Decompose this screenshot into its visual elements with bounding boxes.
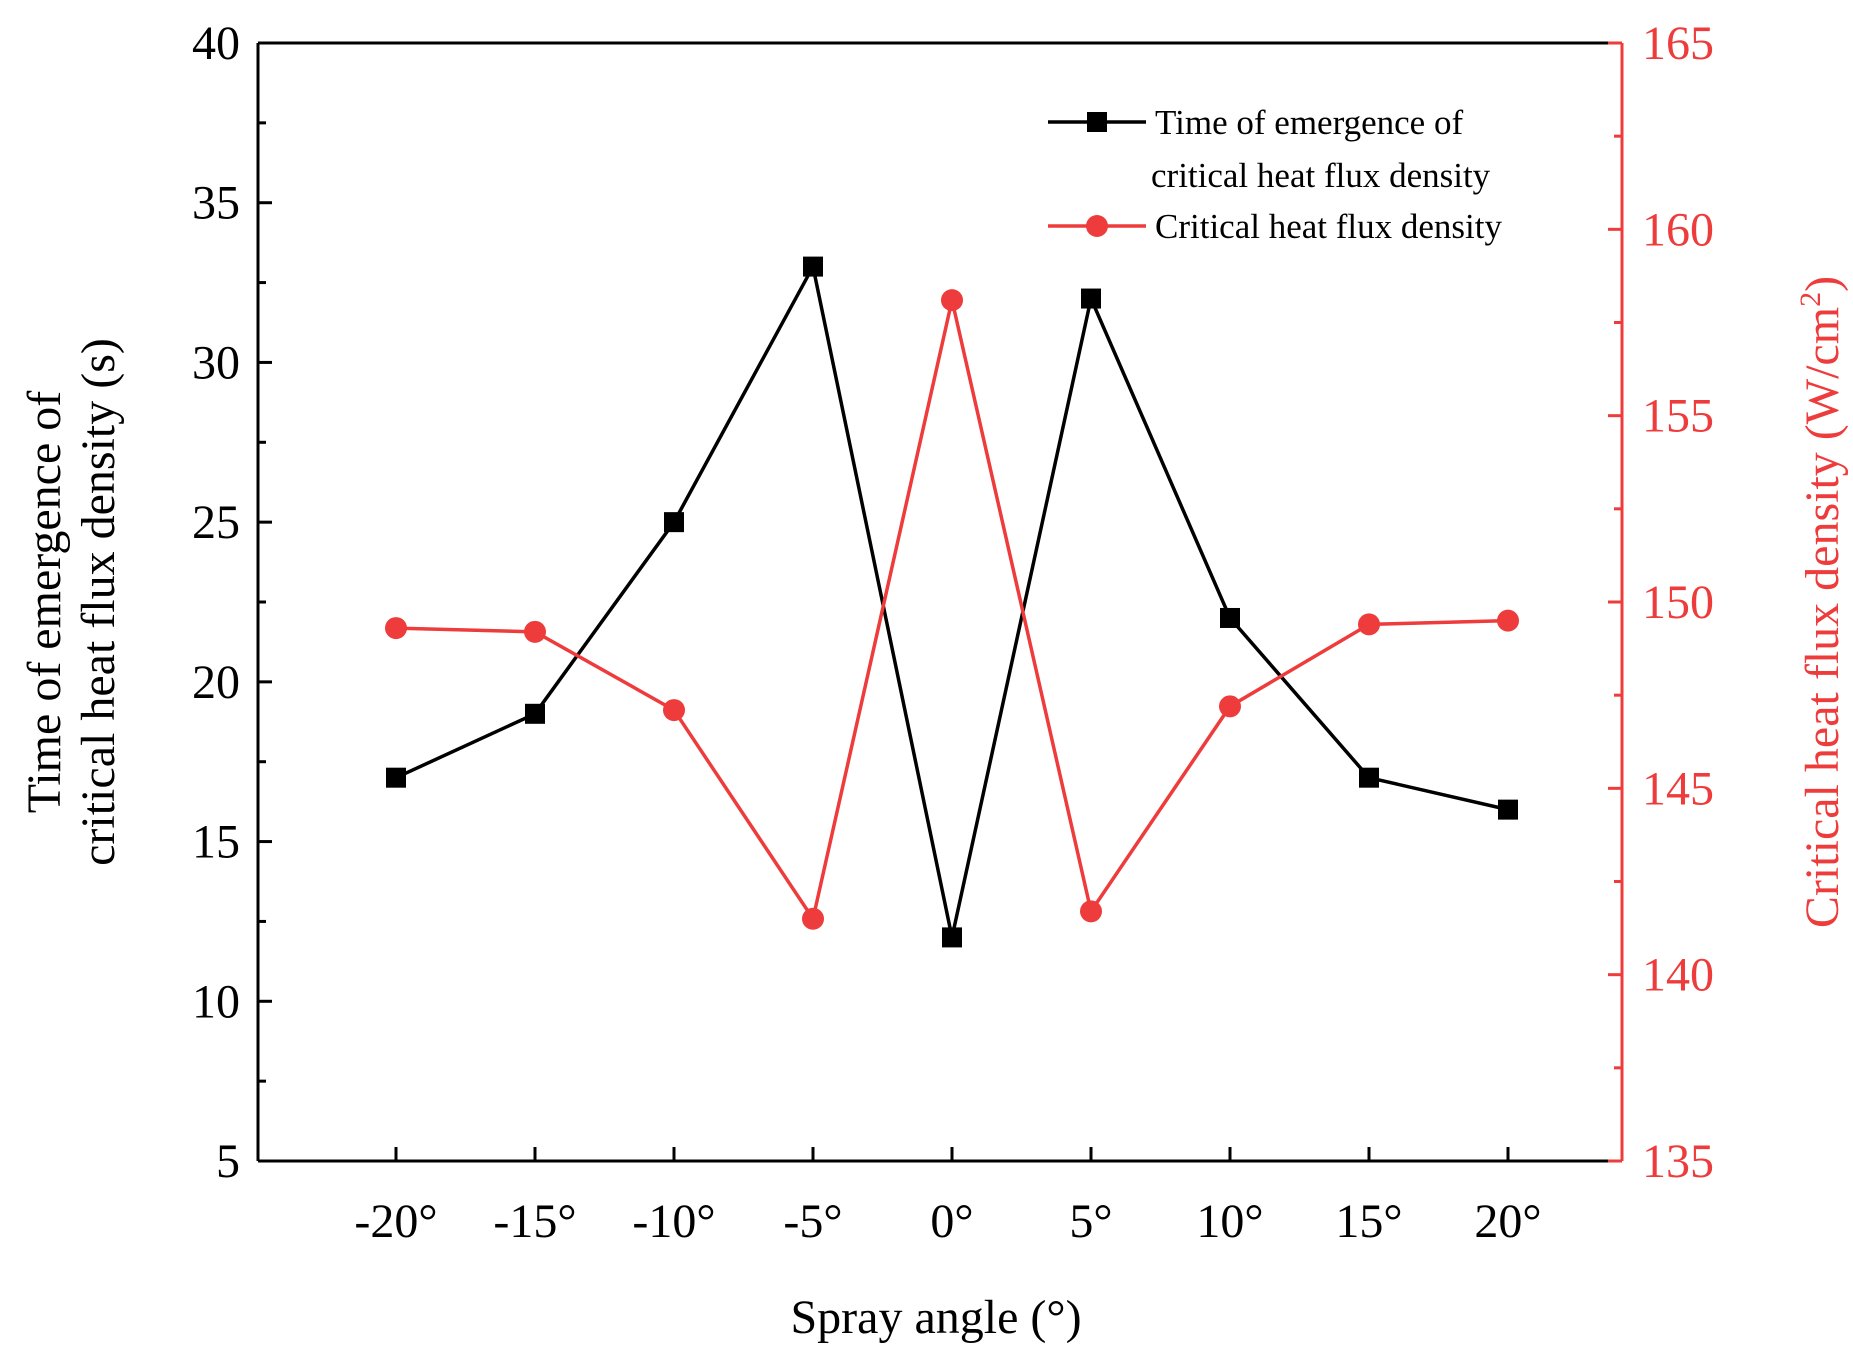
- series-1-point: [803, 256, 823, 277]
- x-tick-label: 10°: [1196, 1195, 1263, 1248]
- x-tick-label: 0°: [930, 1195, 973, 1248]
- series-2-point: [802, 907, 824, 930]
- x-tick-label: 5°: [1069, 1195, 1112, 1248]
- left-y-tick-label: 5: [216, 1135, 240, 1188]
- right-y-tick-label: 140: [1642, 949, 1714, 1002]
- series-1-point: [386, 767, 406, 788]
- left-y-tick-label: 20: [192, 656, 240, 709]
- right-y-axis-title-main: Critical heat flux density (W/cm: [1796, 307, 1849, 928]
- x-tick-label: -15°: [493, 1195, 576, 1248]
- x-axis-title: Spray angle (°): [790, 1291, 1081, 1344]
- legend-1-marker: [1087, 112, 1107, 132]
- left-y-tick-label: 25: [192, 496, 240, 549]
- series-1-point: [1359, 767, 1379, 788]
- right-y-tick-label: 145: [1642, 762, 1714, 815]
- left-y-axis-title-line1: Time of emergence of: [18, 391, 71, 814]
- series-2-point: [1080, 900, 1102, 923]
- left-y-tick-label: 35: [192, 177, 240, 230]
- series-2-point: [1497, 609, 1519, 632]
- left-y-tick-label: 30: [192, 336, 240, 389]
- left-y-tick-label: 40: [192, 17, 240, 70]
- series-2-point: [663, 699, 685, 722]
- plot-area: 5 10 15 20 25 30 35 40 135 140 145 150 155 160 165 -20°…: [18, 17, 1849, 1344]
- left-y-axis-title-line2: critical heat flux density (s): [72, 338, 125, 866]
- series-2-line: [395, 299, 1509, 924]
- right-y-axis-title: Critical heat flux density (W/cm2): [1794, 276, 1849, 928]
- x-tick-label: 20°: [1474, 1195, 1541, 1248]
- right-y-tick-label: 135: [1642, 1135, 1714, 1188]
- x-tick-label: -5°: [783, 1195, 842, 1248]
- legend-2-label: Critical heat flux density: [1155, 207, 1502, 246]
- right-y-tick-label: 160: [1642, 203, 1714, 256]
- x-tick-label: -20°: [354, 1195, 437, 1248]
- legend-2-marker: [1086, 215, 1108, 237]
- right-y-tick-label: 155: [1642, 390, 1714, 443]
- series-1-point: [942, 927, 962, 948]
- series-2-point: [941, 289, 963, 312]
- series-2-point: [524, 620, 546, 643]
- series-2-point: [1358, 613, 1380, 636]
- series-2-point: [385, 617, 407, 640]
- series-1-line: [395, 261, 1509, 938]
- x-tick-label: 15°: [1335, 1195, 1402, 1248]
- right-y-tick-label: 165: [1642, 17, 1714, 70]
- series-1-point: [1498, 799, 1518, 820]
- series-1-point: [1081, 288, 1101, 309]
- right-y-axis-title-sup: 2: [1794, 292, 1827, 307]
- left-y-axis-title: Time of emergence ofcritical heat flux d…: [18, 338, 125, 866]
- right-y-tick-label: 150: [1642, 576, 1714, 629]
- series-1-point: [664, 512, 684, 533]
- series-2-point: [1219, 695, 1241, 718]
- left-y-tick-label: 10: [192, 975, 240, 1028]
- legend-1-label: critical heat flux density: [1151, 156, 1491, 195]
- x-tick-label: -10°: [632, 1195, 715, 1248]
- series-1-point: [525, 703, 545, 724]
- legend-1-label: Time of emergence of: [1155, 103, 1463, 142]
- series-1-point: [1220, 607, 1240, 628]
- right-y-axis-title-close: ): [1796, 276, 1849, 292]
- left-y-tick-label: 15: [192, 816, 240, 869]
